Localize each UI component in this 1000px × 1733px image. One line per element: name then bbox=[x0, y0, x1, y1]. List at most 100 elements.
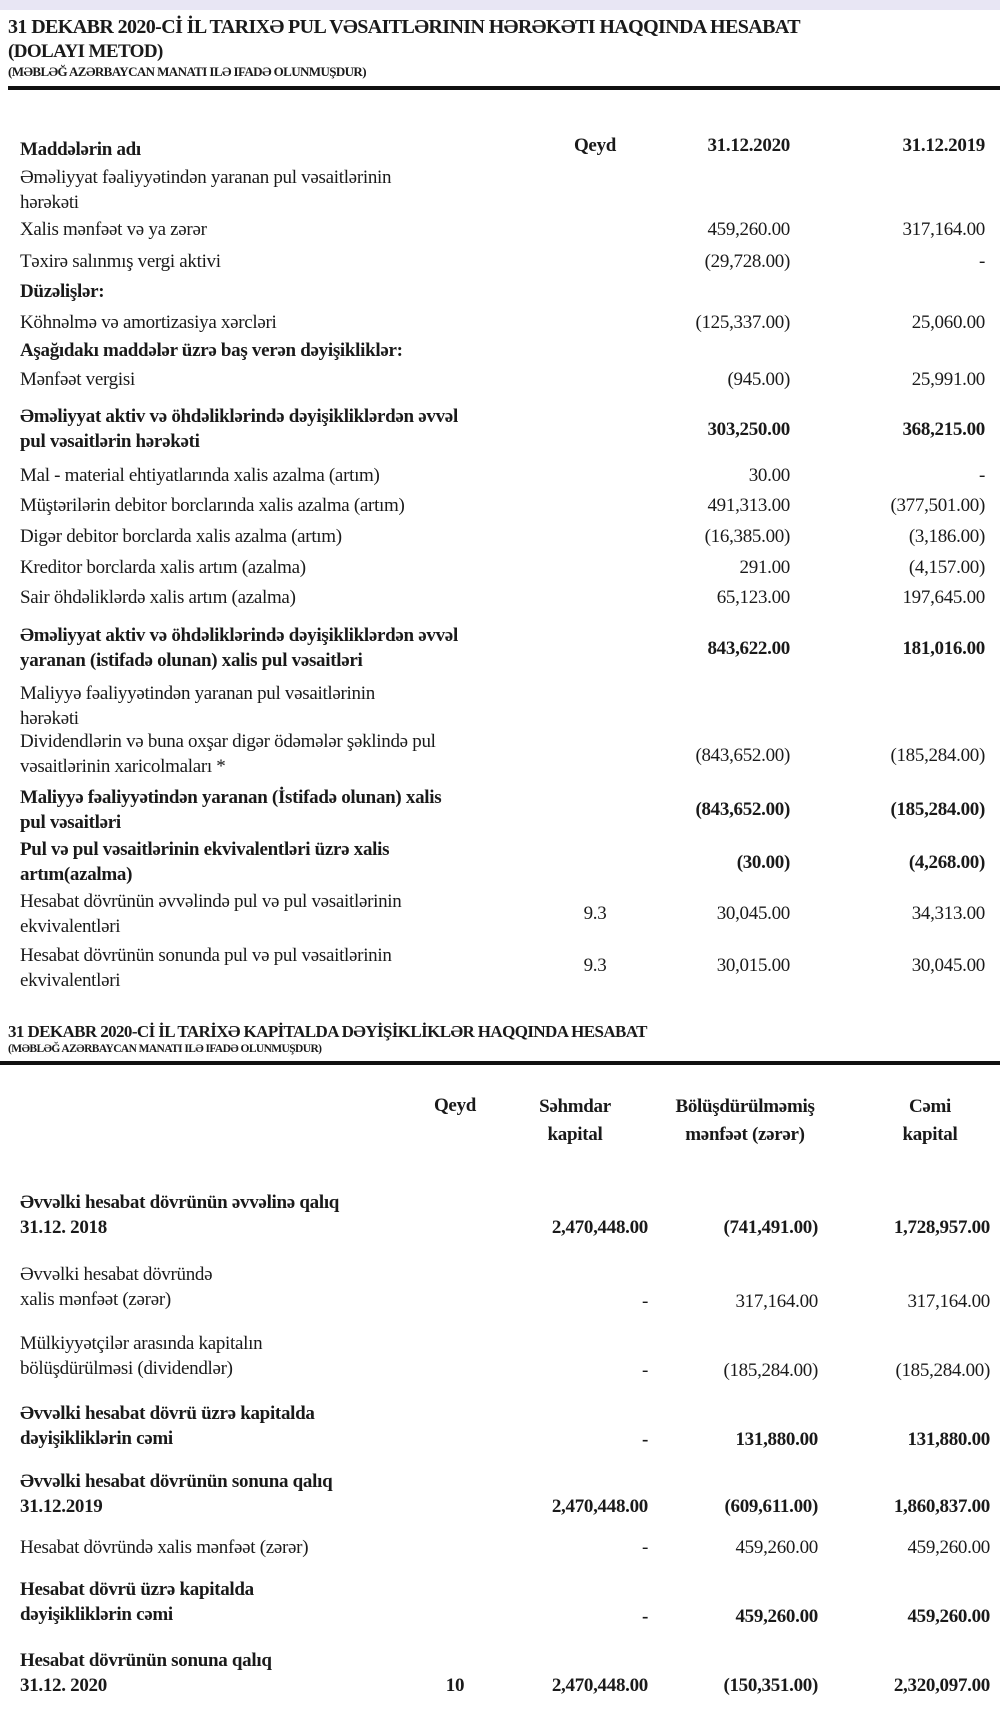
cf-row-label: Əməliyyat fəaliyyətindən yaranan pul vəs… bbox=[20, 167, 392, 188]
cf-row-label: Hesabat dövrünün əvvəlində pul və pul və… bbox=[20, 891, 402, 912]
eq-row-retained: 317,164.00 bbox=[735, 1291, 818, 1312]
cash-flow-divider bbox=[8, 86, 1000, 90]
eq-header-total: Cəmi kapital bbox=[870, 1093, 990, 1149]
cf-row-label: artım(azalma) bbox=[20, 864, 133, 885]
eq-row-label: dəyişikliklərin cəmi bbox=[20, 1428, 173, 1449]
eq-row-share: - bbox=[641, 1360, 648, 1381]
eq-header-total-l1: Cəmi bbox=[908, 1096, 952, 1117]
header-2020: 31.12.2020 bbox=[707, 135, 790, 156]
cf-row-2019: - bbox=[978, 251, 985, 272]
eq-row-share: - bbox=[641, 1429, 648, 1450]
eq-row-label: xalis mənfəət (zərər) bbox=[20, 1289, 171, 1310]
eq-header-share-l2: kapital bbox=[547, 1124, 603, 1145]
eq-row-label: Mülkiyyətçilər arasında kapitalın bbox=[20, 1333, 263, 1354]
equity-currency-note: (MƏBLƏĞ AZƏRBAYCAN MANATI ILƏ IFADƏ OLUN… bbox=[8, 1043, 322, 1055]
eq-row-total: 459,260.00 bbox=[907, 1606, 990, 1627]
cf-row-2020: 291.00 bbox=[739, 557, 791, 578]
cf-row-2019: (185,284.00) bbox=[890, 745, 985, 766]
eq-header-note: Qeyd bbox=[433, 1095, 477, 1116]
cf-row-2020: (29,728.00) bbox=[704, 251, 791, 272]
eq-row-total: 1,728,957.00 bbox=[893, 1217, 990, 1238]
cash-flow-currency-note: (MƏBLƏĞ AZƏRBAYCAN MANATI ILƏ IFADƏ OLUN… bbox=[8, 64, 367, 79]
eq-row-label: 31.12. 2018 bbox=[20, 1217, 107, 1238]
cf-row-label: ekvivalentləri bbox=[20, 970, 121, 991]
eq-row-label: 31.12. 2020 bbox=[20, 1675, 107, 1696]
cf-row-2019: 181,016.00 bbox=[902, 638, 985, 659]
cf-row-label: Əməliyyat aktiv və öhdəliklərində dəyişi… bbox=[20, 625, 458, 646]
header-note: Qeyd bbox=[573, 135, 617, 156]
cf-row-2020: 30.00 bbox=[748, 465, 791, 486]
cf-row-label: Hesabat dövrünün sonunda pul və pul vəsa… bbox=[20, 945, 392, 966]
eq-row-label: Əvvəlki hesabat dövründə bbox=[20, 1264, 213, 1285]
cf-row-label: vəsaitlərinin xaricolmaları * bbox=[20, 756, 226, 777]
cf-row-label: ekvivalentləri bbox=[20, 916, 121, 937]
cf-row-2020: 459,260.00 bbox=[707, 219, 790, 240]
eq-row-label: Hesabat dövrü üzrə kapitalda bbox=[20, 1579, 254, 1600]
eq-row-label: 31.12.2019 bbox=[20, 1496, 103, 1517]
eq-row-retained: (150,351.00) bbox=[723, 1675, 818, 1696]
cf-row-note: 9.3 bbox=[583, 903, 607, 924]
eq-row-share: 2,470,448.00 bbox=[551, 1675, 648, 1696]
cf-row-label: Müştərilərin debitor borclarında xalis a… bbox=[20, 495, 405, 516]
cf-row-label: Sair öhdəliklərdə xalis artım (azalma) bbox=[20, 587, 296, 608]
cf-row-2019: (3,186.00) bbox=[908, 526, 985, 547]
cf-row-label: Mənfəət vergisi bbox=[20, 369, 135, 390]
cf-row-2019: 368,215.00 bbox=[902, 419, 985, 440]
cf-row-2019: 25,991.00 bbox=[911, 369, 986, 390]
cf-row-2019: 34,313.00 bbox=[911, 903, 986, 924]
cf-row-label: Köhnəlmə və amortizasiya xərcləri bbox=[20, 312, 277, 333]
cf-row-note: 9.3 bbox=[583, 955, 607, 976]
top-band bbox=[0, 0, 1000, 10]
cf-row-label: Əməliyyat aktiv və öhdəliklərində dəyişi… bbox=[20, 406, 458, 427]
eq-row-label: Hesabat dövrünün sonuna qalıq bbox=[20, 1650, 272, 1671]
eq-row-retained: 131,880.00 bbox=[735, 1429, 818, 1450]
cf-row-2019: - bbox=[978, 465, 985, 486]
cf-row-2020: 303,250.00 bbox=[707, 419, 790, 440]
eq-row-label: Hesabat dövründə xalis mənfəət (zərər) bbox=[20, 1537, 309, 1558]
cf-row-2020: (125,337.00) bbox=[695, 312, 790, 333]
eq-header-total-l2: kapital bbox=[902, 1124, 958, 1145]
eq-row-retained: 459,260.00 bbox=[735, 1537, 818, 1558]
cf-row-label: Təxirə salınmış vergi aktivi bbox=[20, 251, 221, 272]
cf-row-label: Maliyyə fəaliyyətindən yaranan (İstifadə… bbox=[20, 787, 442, 808]
eq-header-retained-l1: Bölüşdürülməmiş bbox=[675, 1096, 815, 1117]
cf-row-label: hərəkəti bbox=[20, 708, 79, 729]
cf-row-2019: (4,157.00) bbox=[908, 557, 985, 578]
eq-row-label: Əvvəlki hesabat dövrünün sonuna qalıq bbox=[20, 1471, 333, 1492]
cf-row-label: pul vəsaitləri bbox=[20, 812, 121, 833]
cf-row-label: pul vəsaitlərin hərəkəti bbox=[20, 431, 200, 452]
eq-row-share: - bbox=[641, 1537, 648, 1558]
cf-row-label: Xalis mənfəət və ya zərər bbox=[20, 219, 207, 240]
cash-flow-title: 31 DEKABR 2020-Cİ İL TARIXƏ PUL VƏSAITLƏ… bbox=[8, 16, 801, 38]
cf-row-2020: (16,385.00) bbox=[704, 526, 791, 547]
eq-row-label: Əvvəlki hesabat dövrü üzrə kapitalda bbox=[20, 1403, 315, 1424]
cf-row-2020: (945.00) bbox=[727, 369, 790, 390]
header-item: Maddələrin adı bbox=[20, 139, 141, 160]
cf-row-2019: 317,164.00 bbox=[902, 219, 985, 240]
cf-row-label: hərəkəti bbox=[20, 192, 79, 213]
cf-row-2020: 491,313.00 bbox=[707, 495, 790, 516]
cf-row-2020: 30,045.00 bbox=[716, 903, 791, 924]
cf-row-2019: 197,645.00 bbox=[902, 587, 985, 608]
cf-row-2020: 843,622.00 bbox=[707, 638, 790, 659]
cf-row-2020: 65,123.00 bbox=[716, 587, 791, 608]
cf-row-2019: (185,284.00) bbox=[890, 799, 985, 820]
eq-row-share: 2,470,448.00 bbox=[551, 1217, 648, 1238]
eq-row-retained: (185,284.00) bbox=[723, 1360, 818, 1381]
eq-row-total: 2,320,097.00 bbox=[893, 1675, 990, 1696]
eq-row-label: dəyişikliklərin cəmi bbox=[20, 1604, 173, 1625]
cf-row-2019: 30,045.00 bbox=[911, 955, 986, 976]
cf-row-label: Mal - material ehtiyatlarında xalis azal… bbox=[20, 465, 380, 486]
cf-row-2020: (30.00) bbox=[736, 852, 791, 873]
equity-title: 31 DEKABR 2020-Cİ İL TARİXƏ KAPİTALDA DƏ… bbox=[8, 1022, 648, 1041]
eq-row-share: - bbox=[641, 1606, 648, 1627]
eq-header-share-l1: Səhmdar bbox=[539, 1096, 611, 1117]
eq-row-retained: 459,260.00 bbox=[735, 1606, 818, 1627]
eq-row-note: 10 bbox=[445, 1675, 465, 1696]
cf-row-2020: (843,652.00) bbox=[695, 799, 790, 820]
cf-row-2020: (843,652.00) bbox=[695, 745, 790, 766]
header-2019: 31.12.2019 bbox=[902, 135, 985, 156]
cf-row-label: yaranan (istifadə olunan) xalis pul vəsa… bbox=[20, 650, 363, 671]
cf-row-label: Aşağıdakı maddələr üzrə baş verən dəyişi… bbox=[20, 340, 403, 361]
cf-row-label: Digər debitor borclarda xalis azalma (ar… bbox=[20, 526, 342, 547]
